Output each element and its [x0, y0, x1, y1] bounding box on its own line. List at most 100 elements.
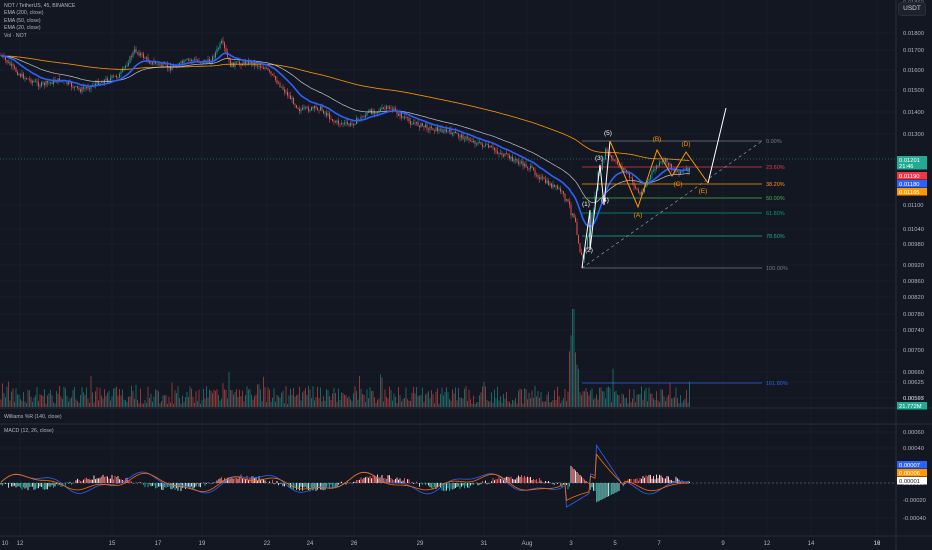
price-axis-tick: 0.00860 [903, 279, 924, 285]
volume-bar [657, 400, 659, 407]
candle-body [264, 67, 266, 69]
candle-body [119, 73, 120, 78]
price-axis-tick: 0.00740 [903, 328, 924, 334]
candle-body [438, 129, 440, 131]
volume-bar [440, 393, 441, 407]
candle-body [317, 107, 318, 111]
candle-body [35, 81, 36, 83]
candle-body [296, 105, 297, 108]
macd-histogram-bar [665, 478, 666, 483]
macd-histogram-bar [116, 477, 117, 483]
candle-body [210, 62, 212, 64]
correction-wave-label: (E) [699, 188, 708, 195]
candle-body [185, 60, 186, 61]
currency-button[interactable]: USDT [898, 2, 926, 16]
volume-bar [312, 386, 314, 407]
volume-bar [5, 397, 6, 407]
candle-body [419, 125, 420, 128]
volume-bar [591, 388, 593, 407]
candle-body [644, 187, 645, 193]
macd-histogram-bar [360, 477, 362, 483]
macd-histogram-bar [152, 483, 153, 486]
macd-histogram-bar [165, 483, 167, 488]
macd-histogram-bar [216, 480, 218, 483]
candle-body [258, 65, 260, 67]
candle-body [386, 106, 387, 110]
volume-bar [417, 396, 419, 407]
volume-bar [170, 402, 171, 407]
volume-bar [621, 393, 623, 407]
volume-bar [39, 394, 41, 407]
volume-bar [450, 400, 452, 407]
volume-bar [392, 400, 393, 407]
macd-histogram-bar [192, 483, 194, 489]
volume-bar [309, 389, 311, 407]
macd-histogram-bar [398, 479, 399, 483]
candle-body [573, 213, 575, 218]
macd-histogram-bar [312, 483, 314, 491]
volume-bar [597, 399, 599, 407]
macd-histogram-bar [252, 476, 254, 483]
fib-level-label: 61.80% [766, 211, 785, 217]
candle-body [90, 85, 92, 89]
candle-body [540, 176, 542, 180]
macd-histogram-bar [588, 483, 590, 484]
correction-wave-line [609, 140, 709, 209]
macd-histogram-bar [237, 478, 239, 483]
macd-histogram-bar [60, 483, 62, 487]
macd-histogram-bar [300, 483, 302, 487]
macd-histogram-bar [431, 483, 432, 489]
volume-bar [66, 395, 68, 407]
candle-body [249, 60, 251, 64]
macd-histogram-bar [615, 483, 617, 493]
macd-histogram-bar [188, 483, 189, 488]
candle-body [282, 86, 284, 90]
candle-body [651, 171, 653, 176]
volume-bar [48, 393, 50, 407]
macd-histogram-bar [333, 483, 335, 489]
candle-body [569, 201, 570, 205]
volume-bar [399, 394, 401, 407]
macd-histogram-bar [669, 479, 671, 483]
volume-bar [389, 386, 390, 407]
volume-bar [210, 390, 212, 407]
volume-bar [593, 399, 594, 407]
macd-histogram-bar [177, 483, 179, 491]
price-axis-tick: 0.01800 [903, 31, 924, 37]
volume-bar [206, 386, 207, 407]
macd-histogram-bar [632, 482, 633, 484]
macd-histogram-bar [150, 483, 152, 487]
volume-bar [566, 401, 567, 407]
volume-bar [483, 382, 485, 407]
macd-histogram-bar [63, 483, 65, 484]
volume-bar [479, 395, 480, 407]
volume-bar [477, 402, 479, 407]
candle-body [216, 48, 218, 53]
volume-bar [635, 402, 636, 407]
macd-histogram-bar [305, 483, 306, 487]
candle-body [66, 80, 68, 85]
macd-histogram-bar [261, 478, 263, 483]
candle-body [242, 63, 243, 66]
macd-histogram-bar [560, 483, 561, 486]
macd-histogram-bar [18, 483, 20, 487]
macd-histogram-bar [639, 478, 641, 483]
volume-bar [267, 387, 269, 407]
volume-bar [498, 400, 500, 407]
macd-histogram-bar [515, 479, 516, 483]
macd-histogram-bar [365, 477, 366, 483]
price-axis-tick: 0.00595 [903, 396, 924, 402]
candle-body [512, 156, 513, 162]
macd-histogram-bar [557, 483, 558, 485]
volume-bar [531, 390, 533, 407]
candle-body [489, 146, 491, 148]
volume-bar [218, 394, 219, 407]
macd-histogram-bar [575, 470, 576, 483]
candle-body [122, 68, 123, 72]
macd-histogram-bar [657, 478, 659, 483]
macd-histogram-bar [29, 483, 30, 488]
volume-bar [426, 393, 428, 407]
candle-body [32, 81, 33, 83]
volume-bar [437, 388, 438, 407]
